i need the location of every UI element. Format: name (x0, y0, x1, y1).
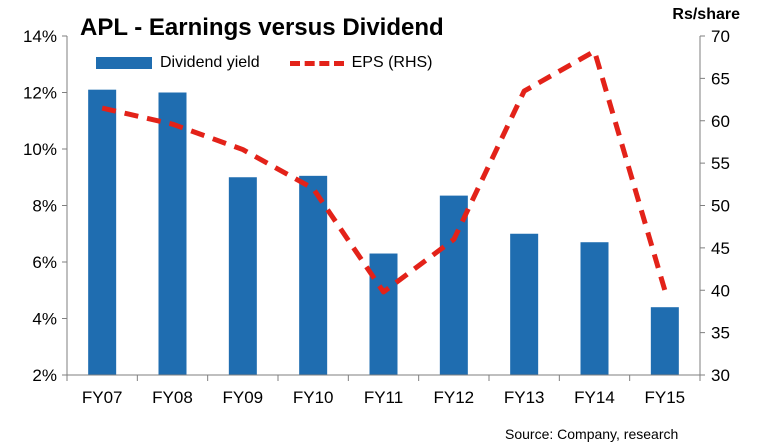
legend-label-eps: EPS (RHS) (352, 54, 433, 72)
left-tick-label: 6% (32, 253, 57, 272)
x-tick-label: FY11 (364, 388, 403, 407)
bar-dividend-yield-fy15 (651, 307, 679, 375)
right-tick-label: 60 (711, 112, 730, 131)
right-tick-label: 45 (711, 239, 730, 258)
left-tick-label: 12% (23, 84, 57, 103)
bar-dividend-yield-fy11 (370, 254, 398, 375)
chart-title: APL - Earnings versus Dividend (80, 14, 444, 42)
left-tick-label: 10% (23, 140, 57, 159)
x-tick-label: FY09 (223, 388, 264, 407)
bar-dividend-yield-fy09 (229, 177, 257, 375)
source-note: Source: Company, research (505, 426, 678, 442)
bar-dividend-yield-fy07 (88, 90, 116, 375)
right-tick-label: 35 (711, 324, 730, 343)
right-tick-label: 55 (711, 154, 730, 173)
left-tick-label: 4% (32, 310, 57, 329)
x-tick-label: FY14 (574, 388, 615, 407)
bar-dividend-yield-fy08 (159, 93, 187, 376)
bars-layer (88, 90, 679, 375)
left-tick-label: 2% (32, 366, 57, 385)
legend-swatch-dividend-yield (96, 57, 152, 69)
right-tick-label: 30 (711, 366, 730, 385)
bar-dividend-yield-fy13 (510, 234, 538, 375)
x-tick-label: FY07 (82, 388, 123, 407)
right-tick-label: 65 (711, 69, 730, 88)
legend-label-dividend-yield: Dividend yield (160, 54, 260, 72)
right-tick-label: 50 (711, 197, 730, 216)
left-tick-label: 14% (23, 27, 57, 46)
left-tick-label: 8% (32, 197, 57, 216)
bar-dividend-yield-fy10 (299, 176, 327, 375)
chart-legend: Dividend yield EPS (RHS) (96, 54, 433, 72)
x-tick-label: FY08 (152, 388, 193, 407)
x-tick-label: FY15 (645, 388, 686, 407)
right-tick-label: 70 (711, 27, 730, 46)
legend-swatch-eps (290, 61, 344, 66)
x-tick-label: FY10 (293, 388, 334, 407)
right-tick-label: 40 (711, 281, 730, 300)
x-tick-label: FY13 (504, 388, 545, 407)
x-tick-label: FY12 (434, 388, 475, 407)
bar-dividend-yield-fy14 (581, 242, 609, 375)
right-axis-unit-label: Rs/share (672, 6, 740, 24)
bar-dividend-yield-fy12 (440, 196, 468, 375)
